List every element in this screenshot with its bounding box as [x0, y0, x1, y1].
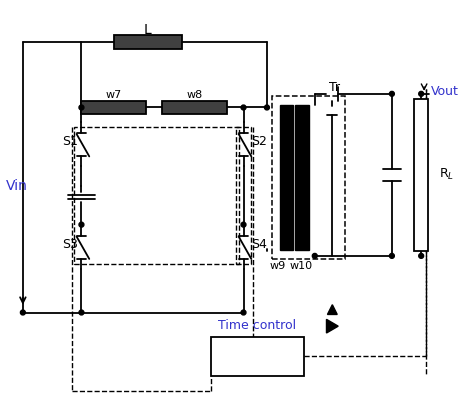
Text: S2: S2 — [251, 135, 267, 148]
Circle shape — [79, 222, 84, 227]
Text: Vout: Vout — [430, 85, 458, 98]
Polygon shape — [327, 304, 337, 315]
Bar — [235, 127, 251, 264]
Bar — [74, 127, 238, 264]
Bar — [162, 101, 226, 114]
Bar — [81, 101, 145, 114]
Text: S3: S3 — [62, 238, 78, 251]
Text: R$_L$: R$_L$ — [438, 167, 453, 182]
Circle shape — [418, 253, 423, 258]
Circle shape — [418, 92, 423, 96]
Bar — [271, 96, 344, 259]
Text: L: L — [144, 24, 151, 37]
Text: S4: S4 — [251, 238, 267, 251]
Bar — [211, 337, 303, 376]
Text: w7: w7 — [105, 90, 121, 100]
Circle shape — [312, 253, 317, 258]
Circle shape — [241, 105, 245, 110]
Bar — [279, 105, 293, 250]
Bar — [113, 35, 181, 49]
Text: w8: w8 — [186, 90, 202, 100]
Text: w10: w10 — [289, 261, 312, 270]
Circle shape — [241, 310, 245, 315]
Circle shape — [79, 105, 84, 110]
Bar — [294, 105, 308, 250]
Text: w9: w9 — [269, 261, 285, 270]
Circle shape — [79, 310, 84, 315]
Circle shape — [388, 253, 394, 258]
Text: S1: S1 — [62, 135, 78, 148]
Text: Vin: Vin — [6, 178, 28, 193]
Text: Time control: Time control — [218, 319, 295, 332]
Polygon shape — [326, 319, 338, 333]
Circle shape — [264, 105, 269, 110]
Circle shape — [241, 222, 245, 227]
Text: Tr: Tr — [328, 81, 339, 94]
Circle shape — [388, 92, 394, 96]
Bar — [413, 99, 427, 251]
Circle shape — [20, 310, 25, 315]
